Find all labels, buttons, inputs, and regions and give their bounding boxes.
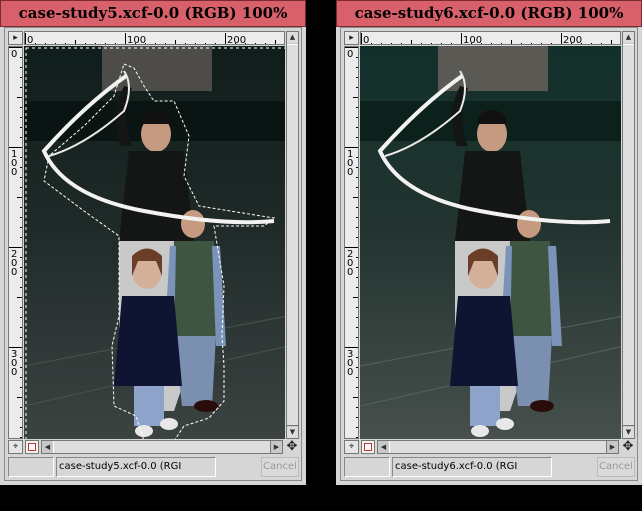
ruler-label-0: 0: [363, 35, 369, 45]
scroll-right-icon[interactable]: ▶: [609, 443, 616, 451]
bottom-controls: ⌖ ◀ ▶ ✥: [8, 440, 299, 454]
ruler-label-100: 100: [127, 35, 146, 45]
scroll-left-icon[interactable]: ◀: [380, 443, 387, 451]
cancel-button[interactable]: Cancel: [261, 457, 299, 477]
image-canvas[interactable]: [360, 46, 621, 439]
status-bar: case-study5.xcf-0.0 (RGI Cancel: [8, 457, 299, 477]
horizontal-scroll-thumb[interactable]: [389, 441, 607, 453]
photo-image: [24, 46, 285, 439]
ruler-label-0: 0: [27, 35, 33, 45]
scroll-right-icon[interactable]: ▶: [273, 443, 280, 451]
horizontal-ruler-ticks: 0 100 200: [25, 33, 276, 45]
status-bar: case-study6.xcf-0.0 (RGI Cancel: [344, 457, 635, 477]
horizontal-ruler[interactable]: 0 100 200: [24, 31, 285, 45]
image-menu-button[interactable]: ▸: [8, 31, 23, 45]
image-window-left: case-study5.xcf-0.0 (RGB) 100% ▸ 0 100 2…: [0, 0, 306, 485]
bottom-controls: ⌖ ◀ ▶ ✥: [344, 440, 635, 454]
scroll-down-icon[interactable]: ▼: [287, 427, 298, 438]
triangle-menu-icon: ▸: [13, 33, 18, 43]
vruler-label-0: 0: [11, 49, 17, 60]
zoom-button[interactable]: ⌖: [8, 440, 23, 454]
pointer-coordinates: [344, 457, 390, 477]
vertical-scroll-thumb[interactable]: [623, 44, 634, 426]
navigate-cross-icon[interactable]: ✥: [286, 439, 298, 454]
zoom-icon: ⌖: [348, 442, 355, 452]
window-title[interactable]: case-study6.xcf-0.0 (RGB) 100%: [336, 0, 642, 27]
navigate-cross-icon[interactable]: ✥: [622, 439, 634, 454]
scroll-up-icon[interactable]: ▲: [287, 32, 298, 43]
vertical-scrollbar[interactable]: ▲ ▼: [622, 31, 635, 439]
pointer-coordinates: [8, 457, 54, 477]
ruler-label-100: 100: [463, 35, 482, 45]
ruler-label-200: 200: [227, 35, 246, 45]
triangle-menu-icon: ▸: [349, 33, 354, 43]
status-text: case-study5.xcf-0.0 (RGI: [56, 457, 216, 477]
image-menu-button[interactable]: ▸: [344, 31, 359, 45]
scroll-down-icon[interactable]: ▼: [623, 427, 634, 438]
cancel-button[interactable]: Cancel: [597, 457, 635, 477]
scroll-up-icon[interactable]: ▲: [623, 32, 634, 43]
zoom-icon: ⌖: [12, 442, 19, 452]
vertical-scrollbar[interactable]: ▲ ▼: [286, 31, 299, 439]
vruler-label-0: 0: [347, 49, 353, 60]
quickmask-icon: [28, 443, 36, 451]
image-canvas[interactable]: [24, 46, 285, 439]
zoom-button[interactable]: ⌖: [344, 440, 359, 454]
photo-image: [360, 46, 621, 439]
horizontal-ruler-ticks: 0 100 200: [361, 33, 612, 45]
horizontal-scrollbar[interactable]: ◀ ▶: [377, 440, 619, 454]
status-text: case-study6.xcf-0.0 (RGI: [392, 457, 552, 477]
ruler-label-200: 200: [563, 35, 582, 45]
horizontal-scrollbar[interactable]: ◀ ▶: [41, 440, 283, 454]
quickmask-toggle[interactable]: [361, 440, 375, 454]
quickmask-toggle[interactable]: [25, 440, 39, 454]
window-title[interactable]: case-study5.xcf-0.0 (RGB) 100%: [0, 0, 306, 27]
horizontal-ruler[interactable]: 0 100 200: [360, 31, 621, 45]
horizontal-scroll-thumb[interactable]: [53, 441, 271, 453]
selection-outline: [43, 63, 276, 439]
image-window-right: case-study6.xcf-0.0 (RGB) 100% ▸ 0 100 2…: [336, 0, 642, 485]
scroll-left-icon[interactable]: ◀: [44, 443, 51, 451]
vertical-scroll-thumb[interactable]: [287, 44, 298, 426]
quickmask-icon: [364, 443, 372, 451]
